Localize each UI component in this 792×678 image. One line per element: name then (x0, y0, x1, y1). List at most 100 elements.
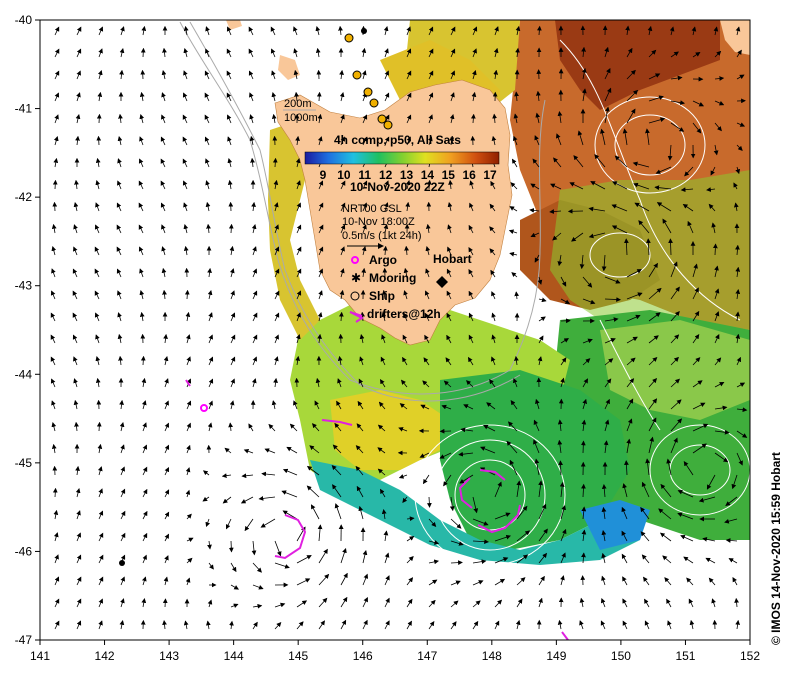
current-vector (538, 575, 545, 586)
current-vector (183, 245, 189, 256)
x-axis: 141 142 143 144 145 146 147 148 149 150 151 152 (30, 640, 760, 663)
current-vector (185, 334, 191, 344)
current-vector (160, 136, 166, 146)
current-vector (735, 266, 741, 278)
color-scale-labels: 9 10 11 12 13 14 15 16 17 (320, 168, 497, 182)
current-vector (271, 113, 277, 124)
current-vector (604, 419, 610, 432)
current-vector (54, 576, 60, 586)
current-vector (645, 458, 650, 476)
current-vector (601, 530, 607, 542)
current-vector (230, 312, 236, 322)
current-vector (680, 535, 694, 542)
current-vector (511, 272, 518, 278)
current-vector (670, 75, 683, 81)
current-vector (406, 556, 414, 564)
current-vector (692, 122, 702, 134)
current-vector (182, 114, 188, 124)
current-vector (508, 229, 518, 235)
current-vector (139, 91, 145, 102)
current-vector (422, 474, 430, 485)
current-vector (249, 92, 254, 102)
current-vector (624, 238, 629, 256)
current-vector (139, 311, 145, 322)
current-vector (494, 26, 499, 36)
current-vector (294, 91, 299, 102)
current-vector (252, 562, 262, 573)
current-vector (450, 92, 455, 102)
current-vector (50, 312, 56, 322)
current-vector (582, 298, 596, 305)
mooring-legend-label: Mooring (369, 271, 416, 285)
current-vector (626, 47, 633, 58)
current-vector (164, 511, 170, 520)
current-vector (691, 26, 697, 36)
current-vector (296, 246, 302, 256)
current-vector (358, 505, 364, 520)
current-vector (227, 179, 233, 190)
current-vector (138, 202, 144, 212)
current-vector (582, 358, 591, 366)
current-vector (94, 246, 100, 256)
current-time: 10-Nov 18:00Z (342, 216, 415, 228)
current-vector (560, 552, 566, 564)
current-vector (340, 202, 346, 212)
current-vector (186, 537, 194, 543)
current-vector (140, 355, 146, 366)
current-vector (626, 292, 643, 300)
current-vector (714, 76, 725, 81)
current-vector (183, 70, 188, 80)
current-vector (403, 290, 408, 300)
current-vector (469, 202, 474, 212)
current-vector (406, 114, 412, 124)
current-vector (340, 180, 346, 190)
current-vector (406, 620, 412, 630)
current-vector (252, 621, 258, 630)
current-vector (50, 356, 56, 366)
current-vector (226, 26, 232, 36)
current-vector (472, 518, 489, 526)
current-vector (494, 557, 509, 564)
current-vector (450, 600, 459, 608)
current-vector (646, 238, 651, 256)
current-vector (383, 223, 389, 234)
current-vector (736, 74, 745, 80)
current-vector (73, 246, 78, 256)
current-vector (260, 518, 276, 528)
current-vector (142, 532, 148, 542)
current-vector (420, 404, 430, 410)
current-vector (692, 51, 701, 58)
scale-label: 9 (320, 168, 327, 182)
current-vector (557, 439, 563, 454)
current-vector (98, 510, 104, 520)
current-vector (494, 599, 503, 608)
current-vector (226, 92, 232, 102)
current-vector (516, 598, 523, 608)
current-vector (582, 276, 593, 288)
current-vector (450, 621, 457, 630)
hobart-diamond (436, 276, 448, 288)
current-vector (494, 620, 500, 630)
current-vector (648, 378, 658, 388)
current-vector (538, 297, 547, 303)
current-vector (98, 488, 103, 498)
current-vector (428, 26, 434, 36)
current-vector (604, 46, 609, 58)
current-vector (318, 224, 324, 234)
current-vector (483, 425, 496, 432)
current-vector (96, 135, 102, 146)
current-vector (670, 286, 680, 300)
current-vector (692, 334, 700, 344)
current-vector (340, 246, 345, 256)
current-vector (205, 48, 210, 58)
current-vector (207, 599, 213, 608)
current-vector (736, 452, 743, 466)
current-vector (403, 267, 409, 278)
current-vector (340, 224, 346, 234)
current-vector (95, 157, 101, 168)
current-vector (735, 244, 740, 256)
current-vector (205, 518, 211, 528)
current-vector (491, 312, 496, 322)
current-vector (141, 400, 147, 410)
current-vector (185, 577, 191, 586)
